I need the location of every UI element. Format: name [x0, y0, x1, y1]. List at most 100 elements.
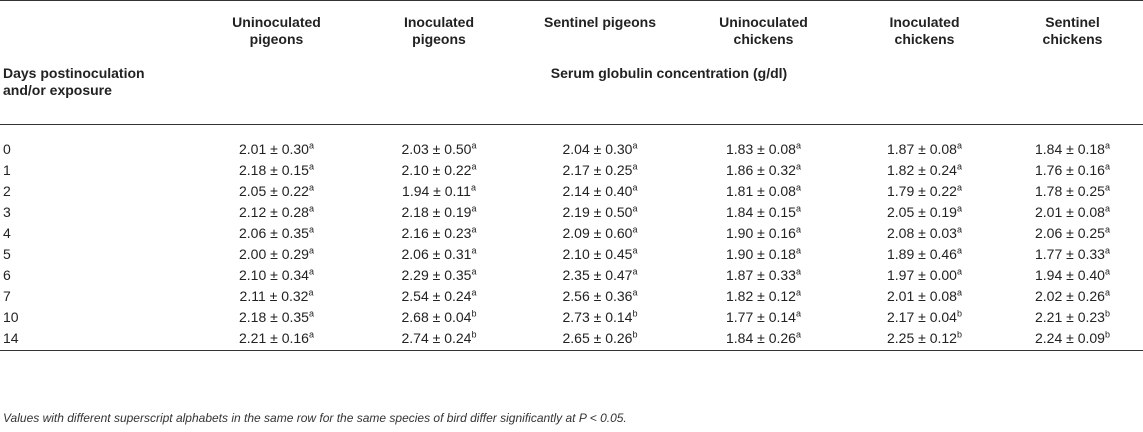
- table-row: 5 2.00 ± 0.29a 2.06 ± 0.31a 2.10 ± 0.45a 1.9…: [0, 244, 1143, 265]
- day-cell: 4: [3, 224, 11, 241]
- row-label-header: Days postinoculation and/or exposure: [3, 64, 145, 98]
- value-text: 2.25 ± 0.12: [887, 330, 957, 346]
- significance-superscript: a: [308, 329, 314, 340]
- value-cell: 2.09 ± 0.60a: [520, 223, 680, 244]
- value-cell: 2.10 ± 0.45a: [520, 244, 680, 265]
- table-row: 4 2.06 ± 0.35a 2.16 ± 0.23a 2.09 ± 0.60a 1.9…: [0, 223, 1143, 244]
- value-text: 2.01 ± 0.08: [887, 287, 957, 304]
- value-cell: 2.17 ± 0.04b: [847, 307, 1002, 328]
- value-cell: 2.10 ± 0.22a: [358, 160, 520, 181]
- significance-superscript: b: [471, 329, 477, 340]
- table-body: 0 2.01 ± 0.30a 2.03 ± 0.50a 2.04 ± 0.30a 1.8…: [0, 123, 1143, 351]
- significance-superscript: a: [956, 265, 962, 276]
- significance-superscript: a: [795, 181, 801, 192]
- value-cell: 2.04 ± 0.30a: [520, 125, 680, 160]
- significance-superscript: b: [956, 307, 962, 318]
- significance-superscript: a: [470, 181, 476, 192]
- significance-superscript: a: [632, 223, 638, 234]
- value-text: 2.12 ± 0.28: [239, 203, 309, 220]
- value-text: 2.18 ± 0.35: [239, 308, 309, 325]
- table-row: 7 2.11 ± 0.32a 2.54 ± 0.24a 2.56 ± 0.36a 1.8…: [0, 286, 1143, 307]
- significance-superscript: a: [308, 160, 314, 171]
- day-cell: 3: [3, 203, 11, 220]
- value-text: 2.06 ± 0.35: [239, 224, 309, 241]
- value-text: 2.56 ± 0.36: [562, 287, 633, 304]
- value-cell: 2.12 ± 0.28a: [195, 202, 358, 223]
- significance-superscript: a: [632, 202, 638, 213]
- day-cell: 14: [0, 327, 195, 351]
- value-cell: 2.01 ± 0.08a: [1002, 202, 1143, 223]
- table-row: 10 2.18 ± 0.35a 2.68 ± 0.04b 2.73 ± 0.14b 1.…: [0, 307, 1143, 328]
- significance-superscript: a: [308, 139, 314, 150]
- significance-superscript: b: [632, 329, 638, 340]
- value-cell: 2.10 ± 0.34a: [195, 265, 358, 286]
- value-text: 1.77 ± 0.33: [1035, 245, 1105, 262]
- significance-superscript: a: [632, 181, 638, 192]
- value-cell: 2.06 ± 0.35a: [195, 223, 358, 244]
- value-text: 2.17 ± 0.25: [562, 161, 633, 178]
- value-cell: 2.35 ± 0.47a: [520, 265, 680, 286]
- significance-superscript: a: [308, 265, 314, 276]
- significance-superscript: a: [1104, 223, 1110, 234]
- col-header-sentinel-chickens: Sentinel chickens: [1002, 0, 1143, 62]
- value-text: 2.68 ± 0.04: [401, 308, 472, 325]
- value-text: 2.06 ± 0.31: [401, 245, 472, 262]
- table-row: 0 2.01 ± 0.30a 2.03 ± 0.50a 2.04 ± 0.30a 1.8…: [0, 125, 1143, 160]
- value-text: 2.74 ± 0.24: [401, 330, 472, 346]
- value-text: 2.14 ± 0.40: [562, 182, 633, 199]
- value-cell: 2.17 ± 0.25a: [520, 160, 680, 181]
- value-text: 2.05 ± 0.19: [887, 203, 957, 220]
- value-text: 1.84 ± 0.26: [726, 330, 796, 346]
- significance-superscript: a: [1104, 181, 1110, 192]
- value-cell: 1.87 ± 0.33a: [680, 265, 847, 286]
- value-cell: 2.16 ± 0.23a: [358, 223, 520, 244]
- significance-superscript: a: [795, 202, 801, 213]
- value-cell: 2.05 ± 0.22a: [195, 181, 358, 202]
- value-text: 1.76 ± 0.16: [1035, 161, 1105, 178]
- value-cell: 1.84 ± 0.18a: [1002, 125, 1143, 160]
- significance-superscript: a: [632, 265, 638, 276]
- value-cell: 2.18 ± 0.35a: [195, 307, 358, 328]
- value-text: 1.86 ± 0.32: [726, 161, 796, 178]
- significance-superscript: a: [471, 286, 477, 297]
- value-cell: 2.54 ± 0.24a: [358, 286, 520, 307]
- value-text: 2.35 ± 0.47: [562, 266, 633, 283]
- significance-superscript: a: [308, 223, 314, 234]
- value-text: 2.10 ± 0.45: [562, 245, 633, 262]
- significance-superscript: a: [795, 139, 801, 150]
- significance-superscript: a: [471, 160, 477, 171]
- value-text: 2.10 ± 0.22: [401, 161, 472, 178]
- value-text: 1.94 ± 0.11: [402, 182, 471, 199]
- significance-superscript: a: [795, 265, 801, 276]
- significance-superscript: a: [471, 202, 477, 213]
- value-text: 2.06 ± 0.25: [1035, 224, 1105, 241]
- significance-superscript: a: [795, 160, 801, 171]
- value-text: 2.11 ± 0.32: [239, 287, 309, 304]
- significance-superscript: a: [795, 329, 801, 340]
- value-text: 2.03 ± 0.50: [401, 140, 472, 157]
- significance-superscript: a: [956, 286, 962, 297]
- value-text: 2.54 ± 0.24: [401, 287, 472, 304]
- significance-superscript: a: [632, 244, 638, 255]
- subheader-row: Days postinoculation and/or exposure Ser…: [0, 62, 1143, 125]
- value-cell: 2.02 ± 0.26a: [1002, 286, 1143, 307]
- value-cell: 1.89 ± 0.46a: [847, 244, 1002, 265]
- value-cell: 1.81 ± 0.08a: [680, 181, 847, 202]
- significance-superscript: a: [795, 286, 801, 297]
- col-header-inoculated-chickens: Inoculated chickens: [847, 0, 1002, 62]
- value-cell: 1.76 ± 0.16a: [1002, 160, 1143, 181]
- value-cell: 2.74 ± 0.24b: [358, 327, 520, 351]
- table-row: 2 2.05 ± 0.22a 1.94 ± 0.11a 2.14 ± 0.40a 1.8…: [0, 181, 1143, 202]
- value-cell: 1.87 ± 0.08a: [847, 125, 1002, 160]
- value-text: 2.16 ± 0.23: [401, 224, 472, 241]
- value-cell: 1.77 ± 0.14a: [680, 307, 847, 328]
- significance-superscript: a: [956, 244, 962, 255]
- significance-superscript: a: [956, 223, 962, 234]
- significance-superscript: a: [632, 160, 638, 171]
- value-cell: 2.56 ± 0.36a: [520, 286, 680, 307]
- value-cell: 2.68 ± 0.04b: [358, 307, 520, 328]
- col-header-uninoculated-pigeons: Uninoculated pigeons: [195, 0, 358, 62]
- value-cell: 2.11 ± 0.32a: [195, 286, 358, 307]
- value-text: 2.21 ± 0.23: [1035, 308, 1105, 325]
